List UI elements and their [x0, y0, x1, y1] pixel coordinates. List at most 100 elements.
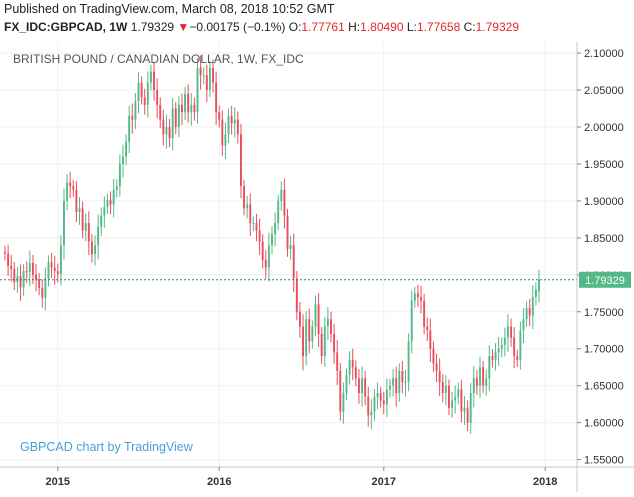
candle-body	[35, 274, 38, 280]
candle-body	[364, 378, 367, 397]
candle-body	[239, 134, 242, 187]
candle-body	[345, 374, 348, 394]
x-tick-label: 2018	[533, 476, 557, 488]
candle-body	[94, 245, 96, 255]
candle-body	[379, 393, 382, 401]
candle-body	[215, 82, 218, 113]
candle-body	[292, 245, 295, 279]
candle-body	[31, 263, 34, 275]
close-value: 1.79329	[475, 20, 520, 34]
candle-body	[165, 127, 168, 135]
y-tick-label: 1.75000	[584, 307, 624, 319]
candle-body	[519, 330, 522, 360]
candle-body	[72, 186, 75, 190]
y-tick-label: 2.05000	[584, 85, 624, 97]
candle-body	[146, 82, 149, 105]
candle-body	[181, 104, 183, 113]
candle-body	[90, 241, 93, 255]
candle-body	[103, 206, 106, 216]
chart-frame[interactable]: 2.10000 2.05000 2.00000 1.95000 1.90000 1.850…	[0, 42, 634, 492]
candle-body	[174, 108, 177, 127]
candle-body	[112, 189, 115, 205]
candle-body	[538, 279, 540, 292]
candle-body	[326, 319, 329, 327]
candle-body	[7, 253, 10, 266]
candle-body	[271, 234, 273, 246]
candle-body	[125, 141, 128, 157]
candle-body	[140, 82, 143, 98]
y-axis[interactable]: 2.10000 2.05000 2.00000 1.95000 1.90000 1.850…	[577, 48, 624, 467]
candle-body	[122, 156, 124, 164]
candle-body	[382, 400, 385, 405]
candle-body	[333, 333, 336, 353]
candle-body	[78, 208, 81, 212]
candle-body	[137, 82, 140, 102]
candle-body	[25, 271, 28, 273]
candle-body	[261, 241, 264, 261]
candlestick-chart[interactable]: 2.10000 2.05000 2.00000 1.95000 1.90000 1.850…	[0, 42, 634, 492]
candle-body	[246, 204, 249, 209]
candle-body	[460, 389, 463, 412]
change-down-arrow-icon: ▼	[177, 20, 190, 34]
candle-body	[466, 407, 469, 423]
candle-body	[485, 378, 488, 386]
candle-body	[500, 345, 503, 349]
candle-body	[311, 326, 314, 342]
candle-body	[330, 319, 332, 334]
x-tick-label: 2016	[207, 476, 231, 488]
candle-body	[274, 223, 277, 235]
candle-body	[115, 186, 118, 190]
candle-body	[193, 104, 196, 113]
candle-body	[267, 245, 270, 268]
candle-body	[479, 367, 481, 386]
candle-body	[525, 308, 528, 320]
candle-body	[295, 278, 298, 312]
symbol-info-line: FX_IDC:GBPCAD, 1W 1.79329 ▼−0.00175 (−0.…	[4, 20, 519, 34]
last-price-tag-label: 1.79329	[585, 275, 625, 287]
chart-title: BRITISH POUND / CANADIAN DOLLAR, 1W, FX_…	[13, 52, 304, 66]
candle-body	[168, 127, 171, 139]
candle-body	[531, 297, 534, 316]
last-price-tag: 1.79329	[579, 271, 631, 288]
candle-body	[426, 326, 429, 331]
candle-body	[423, 300, 426, 327]
candle-body	[97, 226, 100, 246]
y-tick-label: 1.60000	[584, 418, 624, 430]
plot-background	[0, 42, 577, 467]
candle-body	[482, 367, 485, 386]
candle-body	[298, 311, 301, 327]
candle-body	[233, 119, 236, 124]
candle-body	[376, 393, 379, 397]
candle-body	[398, 370, 401, 394]
candle-body	[361, 378, 363, 394]
candle-body	[128, 115, 131, 142]
candle-body	[534, 289, 537, 297]
candle-body	[404, 382, 407, 383]
candle-body	[44, 278, 47, 298]
x-axis[interactable]: 2015 2016 2017 2018	[46, 467, 558, 488]
candle-body	[59, 245, 62, 275]
candle-body	[342, 393, 345, 412]
candle-body	[432, 348, 435, 364]
candle-body	[320, 333, 323, 357]
candle-body	[385, 389, 388, 405]
candle-body	[395, 378, 398, 394]
candle-body	[305, 319, 308, 357]
y-tick-label: 2.10000	[584, 48, 624, 60]
candle-body	[308, 319, 311, 342]
candle-body	[302, 326, 305, 357]
candles-group	[4, 55, 540, 435]
low-label: L:	[406, 20, 417, 34]
y-tick-label: 1.85000	[584, 233, 624, 245]
symbol-label: FX_IDC:GBPCAD, 1W	[4, 20, 128, 34]
open-value: 1.77761	[301, 20, 345, 34]
candle-body	[441, 382, 444, 394]
candle-body	[510, 326, 513, 338]
candle-body	[22, 271, 25, 288]
candle-body	[407, 341, 410, 382]
candle-body	[224, 134, 227, 146]
candle-body	[16, 276, 19, 283]
y-tick-label: 1.65000	[584, 381, 624, 393]
candle-body	[53, 267, 56, 272]
candle-body	[243, 186, 246, 209]
